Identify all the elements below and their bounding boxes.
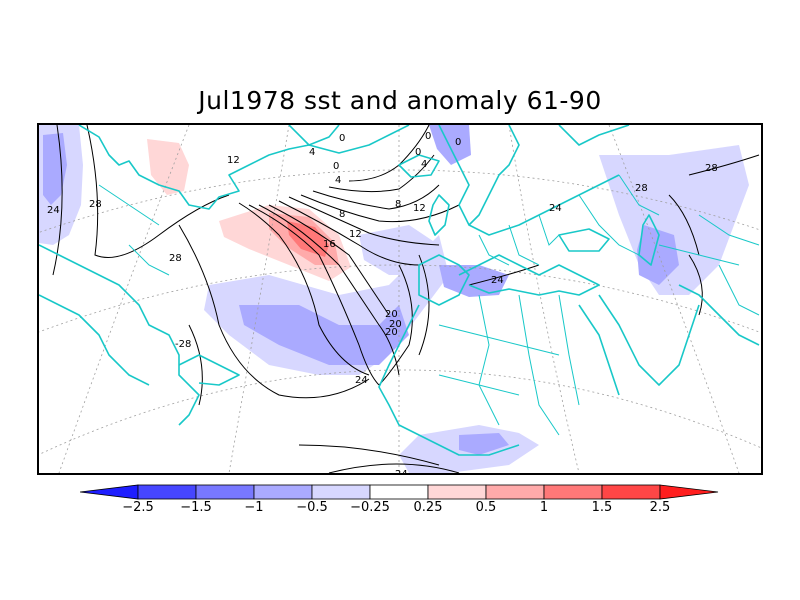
contour-label: 16 (323, 239, 336, 250)
contour-label: 28 (169, 253, 182, 264)
coast-us-east (39, 244, 200, 426)
anomaly-neg-east (599, 145, 749, 295)
colorbar-segment (311, 484, 371, 500)
colorbar-segment (427, 484, 487, 500)
contour-label: 8 (395, 199, 401, 210)
anomaly-colorbar (80, 484, 719, 500)
anomaly-neg-baltic (429, 125, 471, 165)
contour-labels: 24 28 28 -28 12 4 0 4 0 0 0 0 4 8 8 12 1… (47, 131, 718, 473)
contour-label: 0 (425, 131, 431, 142)
colorbar-tick-label: 0.25 (413, 500, 443, 515)
contour-label: 4 (421, 159, 427, 170)
anomaly-pos-labrador (147, 139, 189, 195)
anomaly-pos-gulf-stream-core (287, 221, 329, 257)
contour-label: 20 (385, 309, 398, 320)
contour-label: 28 (705, 163, 718, 174)
coast-mediterranean (458, 254, 600, 296)
contour-label: 0 (339, 133, 345, 144)
coast-gulf (39, 294, 150, 386)
contour-label: 0 (455, 137, 461, 148)
colorbar-tick-label: −1 (244, 500, 264, 515)
coast-black-sea (558, 228, 610, 252)
coast-caribbean (178, 354, 240, 386)
contour-label: 4 (309, 147, 315, 158)
contour-label: 24 (47, 205, 60, 216)
contour-label: 24 (395, 469, 408, 473)
coast-iberia (418, 254, 470, 306)
colorbar-segment (601, 484, 661, 500)
anomaly-neg-west-atlantic-core (43, 133, 67, 205)
borders (98, 174, 760, 436)
contour-label: 28 (89, 199, 102, 210)
coast-arabia (598, 294, 700, 386)
colorbar-segment (369, 484, 429, 500)
coast-red-sea (578, 304, 620, 396)
contour-label: 8 (339, 209, 345, 220)
colorbar-segment (659, 484, 719, 500)
map-canvas: 24 28 28 -28 12 4 0 4 0 0 0 0 4 8 8 12 1… (39, 125, 761, 473)
graticule (39, 125, 761, 473)
colorbar-segment (485, 484, 545, 500)
contour-label: 28 (635, 183, 648, 194)
contour-label: 0 (333, 161, 339, 172)
coast-asia-north (558, 125, 630, 146)
coast-persian-gulf (678, 284, 760, 346)
colorbar-segment (543, 484, 603, 500)
sst-contours (52, 125, 760, 473)
colorbar-segment (253, 484, 313, 500)
contour-label: 24 (491, 275, 504, 286)
contour-label: 0 (415, 147, 421, 158)
coastlines (39, 125, 760, 456)
contour-label: 12 (413, 203, 426, 214)
contour-label: -28 (175, 339, 191, 350)
colorbar-segment (80, 484, 139, 500)
coast-greenland (288, 125, 410, 154)
colorbar-tick-label: 2.5 (649, 500, 671, 515)
anomaly-neg-east-core (637, 225, 679, 285)
colorbar-tick-label: −2.5 (122, 500, 154, 515)
colorbar-segment (137, 484, 197, 500)
coast-iceland (398, 154, 440, 178)
map-title: Jul1978 sst and anomaly 61-90 (198, 86, 602, 115)
contour-label: 20 (385, 327, 398, 338)
contour-label: 12 (349, 229, 362, 240)
contour-label: 24 (549, 203, 562, 214)
coast-british-isles (428, 194, 450, 236)
contour-label: 24 (355, 375, 368, 386)
colorbar-tick-label: −1.5 (180, 500, 212, 515)
anomaly-shading (39, 125, 749, 473)
colorbar-tick-label: 1 (539, 500, 549, 515)
coast-west-africa (378, 304, 520, 456)
coast-europe-north (468, 174, 620, 236)
contour-label: 4 (335, 175, 341, 186)
map-panel: 24 28 28 -28 12 4 0 4 0 0 0 0 4 8 8 12 1… (37, 123, 763, 475)
coast-scandinavia (438, 125, 520, 226)
anomaly-neg-south-core (459, 433, 509, 455)
contour-label: 12 (227, 155, 240, 166)
colorbar-tick-label: −0.25 (350, 500, 390, 515)
coast-north-america (78, 125, 340, 210)
colorbar-tick-label: 1.5 (591, 500, 613, 515)
contour-label: 20 (389, 319, 402, 330)
colorbar-segment (195, 484, 255, 500)
anomaly-neg-mediterranean (439, 265, 509, 297)
colorbar-tick-label: −0.5 (296, 500, 328, 515)
coast-caspian (638, 214, 660, 266)
colorbar-tick-label: 0.5 (475, 500, 497, 515)
